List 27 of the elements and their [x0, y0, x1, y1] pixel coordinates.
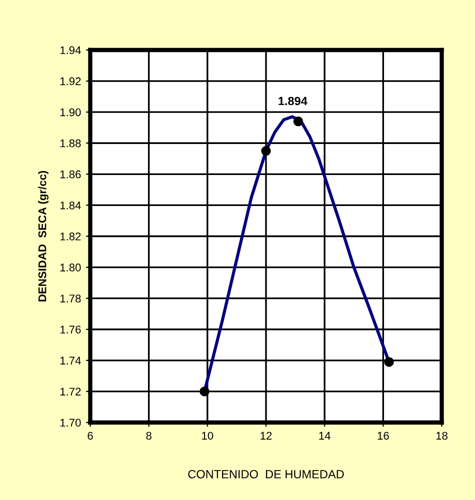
x-tick-label: 18 — [436, 432, 448, 440]
x-tick-label: 8 — [146, 432, 152, 440]
x-axis-title: CONTENIDO DE HUMEDAD — [188, 470, 344, 478]
y-tick-label: 1.88 — [60, 139, 81, 148]
y-tick-label: 1.84 — [60, 201, 81, 210]
x-tick-label: 12 — [260, 432, 272, 440]
x-tick-label: 16 — [378, 432, 389, 440]
y-tick-label: 1.76 — [60, 326, 81, 334]
y-tick-label: 1.80 — [60, 264, 81, 272]
y-tick-label: 1.86 — [60, 170, 81, 178]
point — [261, 146, 271, 156]
point — [293, 116, 304, 126]
y-tick-label: 1.94 — [60, 46, 81, 54]
y-tick-label: 1.82 — [60, 232, 81, 240]
data-label: 1.894 — [278, 96, 308, 106]
y-tick-label: 1.72 — [60, 388, 81, 396]
y-tick-label: 1.74 — [60, 356, 81, 364]
y-tick-label: 1.78 — [60, 294, 81, 302]
y-tick-label: 1.90 — [60, 108, 81, 116]
x-tick-label: 14 — [319, 432, 330, 440]
point — [200, 386, 210, 396]
y-tick-label: 1.92 — [60, 77, 81, 86]
x-tick-label: 6 — [88, 432, 93, 440]
y-tick-label: 1.70 — [60, 418, 81, 427]
y-axis-title: DENSIDAD SECA (gr/cc) — [38, 170, 48, 302]
x-tick-label: 10 — [202, 432, 214, 440]
point — [384, 357, 394, 367]
